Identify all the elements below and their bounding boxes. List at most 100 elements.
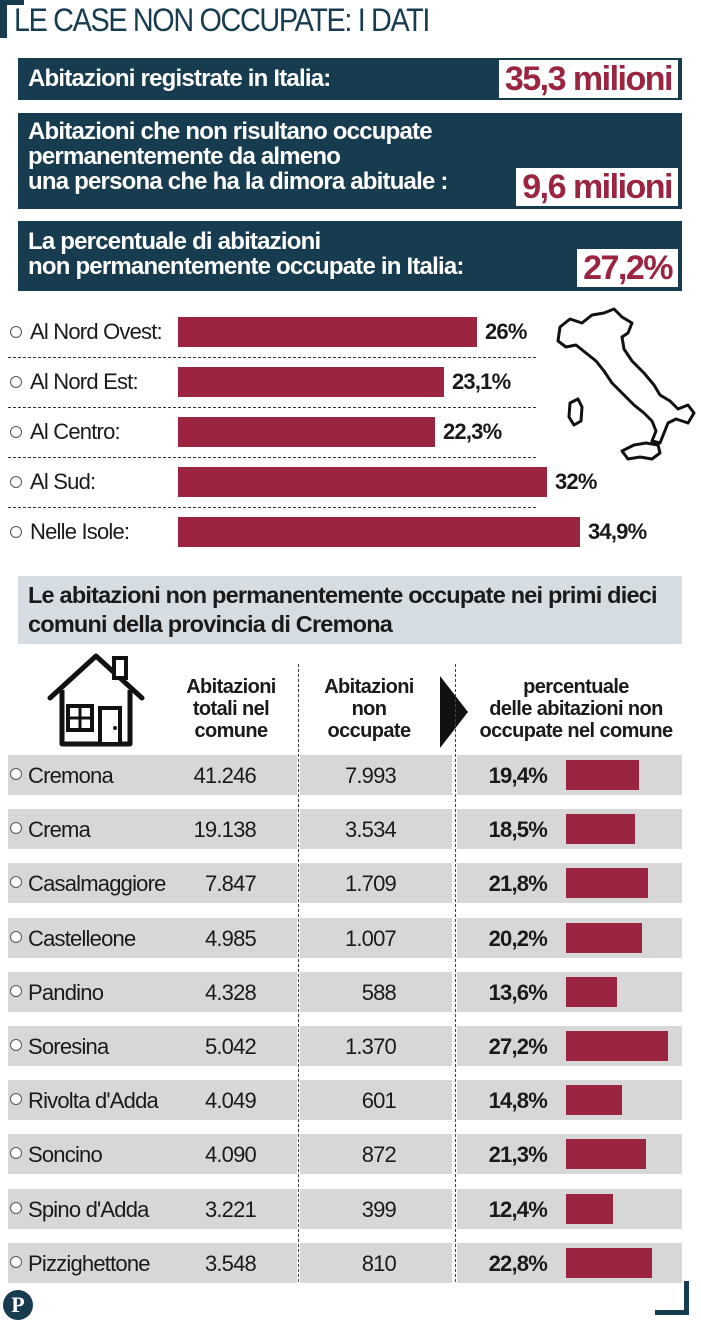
summary-label: Abitazioni che non risultano occupate pe…	[28, 118, 448, 195]
bullet-icon	[10, 476, 22, 488]
abitazioni-non-occupate: 601	[361, 1088, 397, 1113]
percentuale-bar	[566, 977, 617, 1007]
row-background	[300, 809, 452, 849]
bullet-icon	[10, 768, 22, 780]
row-background	[8, 755, 297, 795]
table-row: Cremona 41.246 7.993 19,4%	[0, 755, 701, 795]
comune-name: Crema	[28, 817, 91, 842]
table-row: Castelleone 4.985 1.007 20,2%	[0, 918, 701, 958]
corner-decoration	[0, 0, 24, 5]
column-divider	[455, 664, 456, 1282]
comune-name: Soresina	[28, 1034, 109, 1059]
bullet-icon	[10, 985, 22, 997]
comune-name: Casalmaggiore	[28, 871, 166, 896]
percentuale-value: 13,6%	[488, 980, 548, 1005]
corner-decoration	[0, 0, 7, 38]
arrow-right-icon	[440, 676, 468, 748]
abitazioni-totali: 5.042	[204, 1034, 257, 1059]
row-background	[8, 918, 297, 958]
summary-value: 9,6 milioni	[516, 168, 678, 206]
table-row: Soncino 4.090 872 21,3%	[0, 1134, 701, 1174]
bullet-icon	[10, 1093, 22, 1105]
row-divider	[8, 357, 536, 358]
summary-value: 35,3 milioni	[498, 60, 678, 98]
abitazioni-non-occupate: 399	[361, 1197, 397, 1222]
region-row: Nelle Isole: 34,9%	[8, 516, 647, 548]
percentuale-bar	[566, 1139, 646, 1169]
bullet-icon	[10, 1147, 22, 1159]
abitazioni-totali: 19.138	[193, 817, 257, 842]
bullet-icon	[10, 1202, 22, 1214]
region-label: Al Centro:	[30, 419, 121, 444]
abitazioni-non-occupate: 3.534	[344, 817, 397, 842]
summary-box-percentage: La percentuale di abitazioni non permane…	[18, 221, 682, 291]
row-divider	[8, 457, 536, 458]
region-value-label: 26%	[485, 319, 527, 344]
row-background	[8, 1243, 297, 1283]
percentuale-value: 22,8%	[488, 1251, 548, 1276]
abitazioni-non-occupate: 1.370	[344, 1034, 397, 1059]
comune-name: Rivolta d'Adda	[28, 1088, 159, 1113]
column-header-non-occupate: Abitazioni non occupate	[324, 676, 414, 742]
row-background	[300, 755, 452, 795]
region-row: Al Nord Est: 23,1%	[8, 366, 568, 398]
table-title: Le abitazioni non permanentemente occupa…	[18, 576, 682, 644]
row-background	[8, 809, 297, 849]
table-row: Crema 19.138 3.534 18,5%	[0, 809, 701, 849]
comune-name: Pandino	[28, 980, 104, 1005]
row-background	[300, 1026, 452, 1066]
percentuale-bar	[566, 1194, 613, 1224]
summary-box-registered: Abitazioni registrate in Italia: 35,3 mi…	[18, 58, 682, 100]
percentuale-bar	[566, 868, 648, 898]
comune-name: Soncino	[28, 1142, 103, 1167]
comune-name: Castelleone	[28, 926, 136, 951]
abitazioni-totali: 4.049	[204, 1088, 257, 1113]
region-value-label: 22,3%	[443, 419, 502, 444]
row-background	[300, 1080, 452, 1120]
percentuale-value: 12,4%	[488, 1197, 548, 1222]
bullet-icon	[10, 376, 22, 388]
table-row: Rivolta d'Adda 4.049 601 14,8%	[0, 1080, 701, 1120]
abitazioni-totali: 4.985	[204, 926, 257, 951]
region-row: Al Centro: 22,3%	[8, 416, 568, 448]
percentuale-value: 21,3%	[488, 1142, 548, 1167]
italy-map-icon	[556, 307, 696, 461]
percentuale-bar	[566, 814, 635, 844]
region-bar	[178, 417, 435, 447]
row-background	[8, 1026, 297, 1066]
bullet-icon	[10, 931, 22, 943]
row-background	[300, 918, 452, 958]
comune-name: Spino d'Adda	[28, 1197, 149, 1222]
column-header-totali: Abitazioni totali nel comune	[186, 676, 276, 742]
bullet-icon	[10, 426, 22, 438]
region-bar	[178, 367, 444, 397]
percentuale-bar	[566, 1031, 668, 1061]
region-bar	[178, 517, 580, 547]
column-divider	[298, 664, 299, 1282]
table-row: Spino d'Adda 3.221 399 12,4%	[0, 1189, 701, 1229]
row-background	[300, 1243, 452, 1283]
region-bar	[178, 467, 547, 497]
abitazioni-non-occupate: 1.709	[344, 871, 397, 896]
row-background	[300, 972, 452, 1012]
table-row: Casalmaggiore 7.847 1.709 21,8%	[0, 863, 701, 903]
region-label: Al Nord Est:	[30, 369, 139, 394]
p-logo-icon: P	[3, 1290, 33, 1320]
bullet-icon	[10, 1256, 22, 1268]
row-divider	[8, 507, 536, 508]
row-background	[8, 972, 297, 1012]
house-icon	[47, 653, 145, 747]
bullet-icon	[10, 876, 22, 888]
row-background	[8, 1080, 297, 1120]
percentuale-value: 21,8%	[488, 871, 548, 896]
row-background	[300, 863, 452, 903]
percentuale-bar	[566, 1248, 652, 1278]
abitazioni-totali: 4.090	[204, 1142, 257, 1167]
abitazioni-totali: 7.847	[204, 871, 257, 896]
abitazioni-totali: 3.548	[204, 1251, 257, 1276]
abitazioni-non-occupate: 7.993	[344, 763, 397, 788]
table-row: Pizzighettone 3.548 810 22,8%	[0, 1243, 701, 1283]
comune-name: Pizzighettone	[28, 1251, 150, 1276]
percentuale-bar	[566, 1085, 622, 1115]
abitazioni-non-occupate: 588	[361, 980, 397, 1005]
